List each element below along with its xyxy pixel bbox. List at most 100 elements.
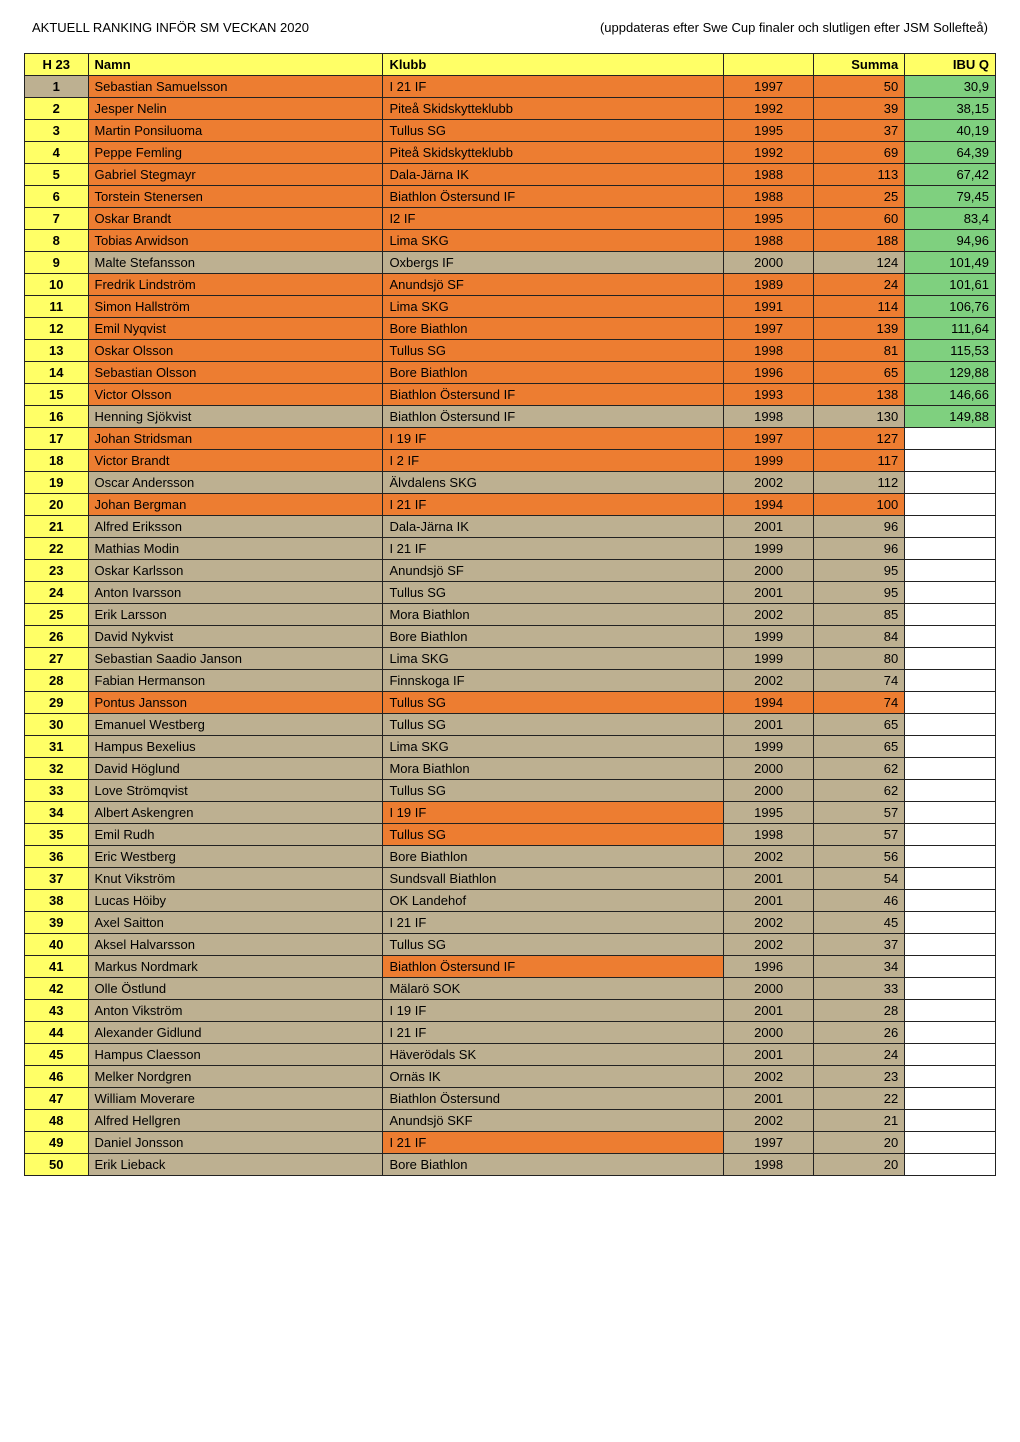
cell: 2002 bbox=[723, 912, 814, 934]
cell: 1994 bbox=[723, 692, 814, 714]
cell: Bore Biathlon bbox=[383, 362, 723, 384]
table-row: 12Emil NyqvistBore Biathlon1997139111,64 bbox=[25, 318, 996, 340]
cell: Anundsjö SKF bbox=[383, 1110, 723, 1132]
cell: Sebastian Olsson bbox=[88, 362, 383, 384]
cell: 111,64 bbox=[905, 318, 996, 340]
cell: 7 bbox=[25, 208, 89, 230]
cell: 2001 bbox=[723, 1044, 814, 1066]
table-row: 49Daniel JonssonI 21 IF199720 bbox=[25, 1132, 996, 1154]
cell bbox=[905, 670, 996, 692]
cell: 117 bbox=[814, 450, 905, 472]
cell: 20 bbox=[25, 494, 89, 516]
table-row: 44Alexander GidlundI 21 IF200026 bbox=[25, 1022, 996, 1044]
cell bbox=[905, 912, 996, 934]
table-row: 11Simon HallströmLima SKG1991114106,76 bbox=[25, 296, 996, 318]
cell: Erik Lieback bbox=[88, 1154, 383, 1176]
table-row: 24Anton IvarssonTullus SG200195 bbox=[25, 582, 996, 604]
col-header: Namn bbox=[88, 54, 383, 76]
cell: 65 bbox=[814, 362, 905, 384]
cell: 37 bbox=[814, 934, 905, 956]
table-row: 2Jesper NelinPiteå Skidskytteklubb199239… bbox=[25, 98, 996, 120]
cell bbox=[905, 802, 996, 824]
cell: Victor Olsson bbox=[88, 384, 383, 406]
cell bbox=[905, 692, 996, 714]
cell: Tullus SG bbox=[383, 780, 723, 802]
table-row: 43Anton VikströmI 19 IF200128 bbox=[25, 1000, 996, 1022]
cell: Victor Brandt bbox=[88, 450, 383, 472]
cell: 4 bbox=[25, 142, 89, 164]
cell: I 19 IF bbox=[383, 1000, 723, 1022]
table-row: 48Alfred HellgrenAnundsjö SKF200221 bbox=[25, 1110, 996, 1132]
cell bbox=[905, 1066, 996, 1088]
header-right: (uppdateras efter Swe Cup finaler och sl… bbox=[600, 20, 988, 35]
cell: 3 bbox=[25, 120, 89, 142]
cell bbox=[905, 626, 996, 648]
table-row: 45Hampus ClaessonHäverödals SK200124 bbox=[25, 1044, 996, 1066]
cell: 2001 bbox=[723, 582, 814, 604]
cell: 43 bbox=[25, 1000, 89, 1022]
cell: I 2 IF bbox=[383, 450, 723, 472]
table-row: 38Lucas HöibyOK Landehof200146 bbox=[25, 890, 996, 912]
cell: 83,4 bbox=[905, 208, 996, 230]
cell: Biathlon Östersund IF bbox=[383, 406, 723, 428]
cell: 62 bbox=[814, 780, 905, 802]
cell: Anundsjö SF bbox=[383, 560, 723, 582]
cell: 32 bbox=[25, 758, 89, 780]
table-row: 8Tobias ArwidsonLima SKG198818894,96 bbox=[25, 230, 996, 252]
cell: 149,88 bbox=[905, 406, 996, 428]
cell: 79,45 bbox=[905, 186, 996, 208]
cell: 80 bbox=[814, 648, 905, 670]
cell: Sebastian Saadio Janson bbox=[88, 648, 383, 670]
table-row: 27Sebastian Saadio JansonLima SKG199980 bbox=[25, 648, 996, 670]
cell: 1993 bbox=[723, 384, 814, 406]
cell: 24 bbox=[814, 274, 905, 296]
table-header-row: H 23NamnKlubbSummaIBU Q bbox=[25, 54, 996, 76]
cell: 69 bbox=[814, 142, 905, 164]
ranking-table: H 23NamnKlubbSummaIBU Q 1Sebastian Samue… bbox=[24, 53, 996, 1176]
table-row: 29Pontus JanssonTullus SG199474 bbox=[25, 692, 996, 714]
cell: 1997 bbox=[723, 318, 814, 340]
cell: 1 bbox=[25, 76, 89, 98]
cell: Anton Vikström bbox=[88, 1000, 383, 1022]
cell: 95 bbox=[814, 582, 905, 604]
cell: Biathlon Östersund bbox=[383, 1088, 723, 1110]
cell: 13 bbox=[25, 340, 89, 362]
cell: 24 bbox=[25, 582, 89, 604]
cell: 38,15 bbox=[905, 98, 996, 120]
cell: Bore Biathlon bbox=[383, 626, 723, 648]
col-header: IBU Q bbox=[905, 54, 996, 76]
cell: 2002 bbox=[723, 1066, 814, 1088]
table-row: 33Love StrömqvistTullus SG200062 bbox=[25, 780, 996, 802]
cell: 138 bbox=[814, 384, 905, 406]
cell: 16 bbox=[25, 406, 89, 428]
cell: Lima SKG bbox=[383, 648, 723, 670]
cell bbox=[905, 494, 996, 516]
cell: 106,76 bbox=[905, 296, 996, 318]
cell: 130 bbox=[814, 406, 905, 428]
cell: 34 bbox=[814, 956, 905, 978]
cell: 12 bbox=[25, 318, 89, 340]
cell: 94,96 bbox=[905, 230, 996, 252]
cell bbox=[905, 560, 996, 582]
cell: I 21 IF bbox=[383, 1022, 723, 1044]
col-header: Klubb bbox=[383, 54, 723, 76]
cell: 22 bbox=[25, 538, 89, 560]
cell: 129,88 bbox=[905, 362, 996, 384]
cell: Daniel Jonsson bbox=[88, 1132, 383, 1154]
cell: Hampus Claesson bbox=[88, 1044, 383, 1066]
table-row: 40Aksel HalvarssonTullus SG200237 bbox=[25, 934, 996, 956]
cell: 34 bbox=[25, 802, 89, 824]
cell: David Höglund bbox=[88, 758, 383, 780]
cell: Lucas Höiby bbox=[88, 890, 383, 912]
cell: Anton Ivarsson bbox=[88, 582, 383, 604]
cell: 15 bbox=[25, 384, 89, 406]
col-header bbox=[723, 54, 814, 76]
cell: Tullus SG bbox=[383, 692, 723, 714]
cell: 45 bbox=[814, 912, 905, 934]
cell: 26 bbox=[814, 1022, 905, 1044]
cell: Ornäs IK bbox=[383, 1066, 723, 1088]
table-row: 7Oskar BrandtI2 IF19956083,4 bbox=[25, 208, 996, 230]
cell: 1998 bbox=[723, 824, 814, 846]
cell: 23 bbox=[25, 560, 89, 582]
cell: Malte Stefansson bbox=[88, 252, 383, 274]
